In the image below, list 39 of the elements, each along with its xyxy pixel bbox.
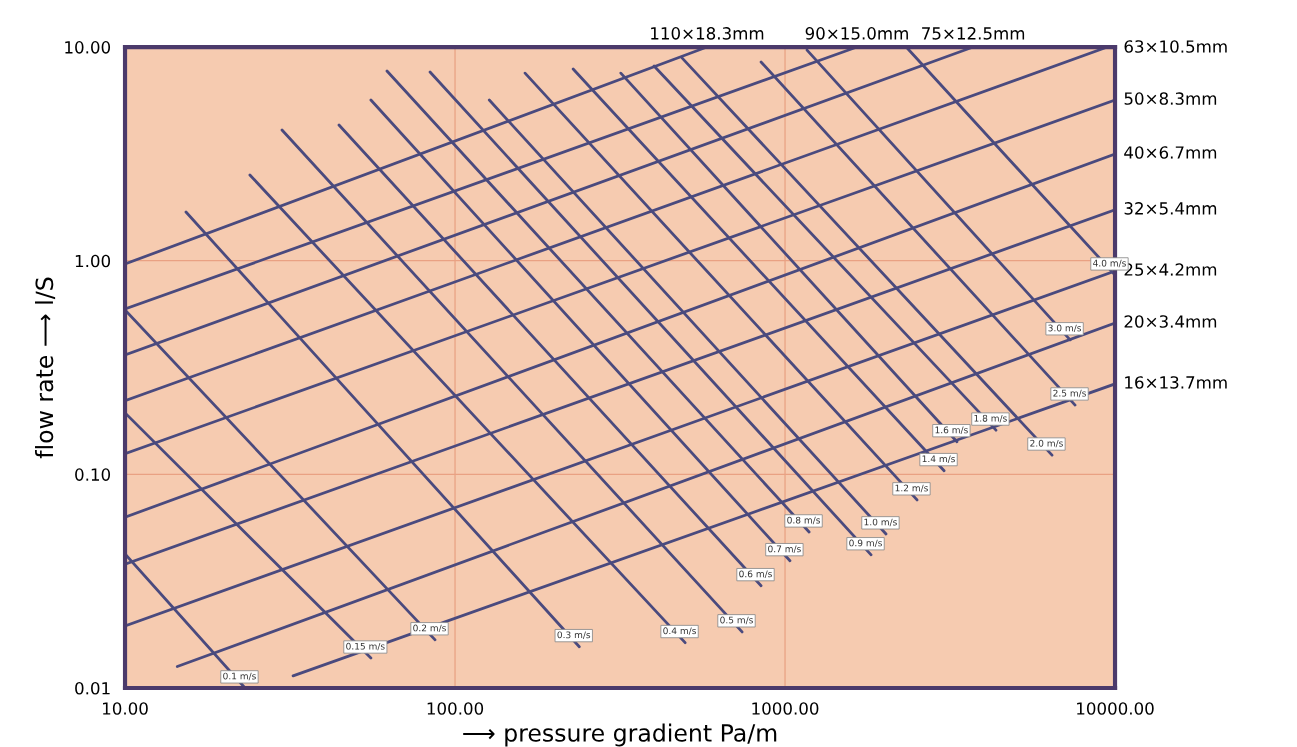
series-label: 2.5 m/s — [1053, 389, 1086, 398]
series-label: 0.2 m/s — [413, 624, 446, 633]
series-label: 32×5.4mm — [1124, 202, 1217, 215]
series-label: 0.1 m/s — [223, 672, 256, 681]
series-label: 40×6.7mm — [1124, 146, 1217, 159]
y-tick-label: 0.10 — [75, 468, 111, 481]
series-label: 1.2 m/s — [895, 484, 928, 493]
series-label: 63×10.5mm — [1124, 40, 1227, 53]
x-tick-label: 1000.00 — [752, 702, 819, 715]
x-tick-label: 100.00 — [427, 702, 484, 715]
series-label: 0.15 m/s — [346, 642, 385, 651]
series-label: 50×8.3mm — [1124, 92, 1217, 105]
series-label: 1.0 m/s — [864, 518, 897, 527]
y-tick-label: 1.00 — [75, 254, 111, 268]
series-label: 90×15.0mm — [805, 27, 908, 40]
series-label: 75×12.5mm — [922, 27, 1025, 40]
x-axis-title: ⟶ pressure gradient Pa/m — [463, 723, 777, 747]
series-label: 0.4 m/s — [663, 627, 696, 635]
series-label: 3.0 m/s — [1048, 324, 1082, 333]
series-label: 0.6 m/s — [739, 570, 772, 578]
series-label: 1.6 m/s — [935, 426, 968, 435]
series-label: 0.3 m/s — [557, 631, 591, 639]
series-label: 110×18.3mm — [651, 27, 764, 40]
series-label: 0.7 m/s — [768, 545, 801, 553]
series-label: 1.4 m/s — [922, 455, 955, 463]
series-label: 2.0 m/s — [1030, 439, 1063, 448]
series-label: 0.8 m/s — [787, 516, 820, 525]
series-label: 4.0 m/s — [1093, 259, 1126, 268]
series-label: 0.5 m/s — [720, 616, 753, 625]
series-label: 20×3.4mm — [1124, 315, 1217, 328]
x-tick-label: 10000.00 — [1077, 702, 1154, 715]
y-tick-label: 0.01 — [75, 681, 110, 695]
x-tick-label: 10.00 — [103, 702, 148, 715]
series-label: 1.8 m/s — [974, 414, 1007, 423]
series-label: 16×13.7mm — [1125, 376, 1227, 389]
series-label: 25×4.2mm — [1124, 263, 1217, 276]
y-tick-label: 10.00 — [65, 41, 111, 54]
y-axis-title: flow rate ⟶ l/S — [35, 277, 56, 459]
series-label: 0.9 m/s — [849, 539, 882, 548]
